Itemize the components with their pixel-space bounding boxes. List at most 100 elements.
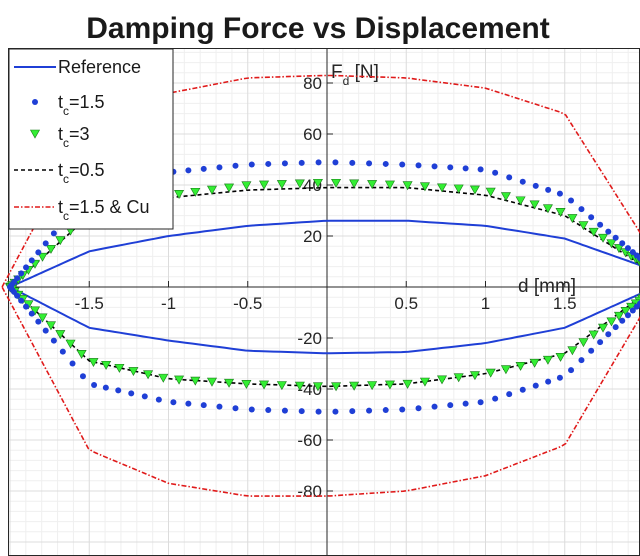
data-point — [382, 407, 389, 414]
x-tick-label: -1 — [161, 294, 176, 313]
data-point — [519, 178, 526, 185]
data-point — [367, 381, 378, 391]
data-point — [248, 161, 255, 168]
data-point — [598, 233, 609, 243]
data-point — [419, 377, 430, 387]
data-point — [492, 169, 499, 176]
data-point — [436, 183, 448, 193]
data-point — [542, 204, 553, 214]
legend: Reference tc=1.5 tc=3 tc=0.5 tc=1.5 & Cu — [8, 48, 174, 230]
data-point — [578, 338, 589, 348]
y-tick-label: -80 — [297, 482, 322, 501]
data-point — [349, 179, 360, 189]
y-axis-label-sub: d — [343, 74, 350, 88]
data-point — [469, 185, 480, 195]
data-point — [542, 355, 553, 365]
data-point — [597, 339, 604, 346]
data-point — [248, 406, 255, 413]
data-point — [349, 408, 356, 415]
data-point — [402, 181, 413, 191]
data-point — [79, 373, 86, 380]
x-tick-label: -0.5 — [233, 294, 262, 313]
data-point — [529, 200, 540, 210]
data-point — [598, 323, 609, 333]
data-point — [312, 178, 323, 188]
data-point — [612, 234, 619, 241]
data-point — [241, 380, 252, 389]
data-point — [578, 221, 589, 231]
data-point — [588, 330, 599, 340]
data-point — [624, 312, 631, 319]
data-point — [158, 373, 169, 383]
data-point — [624, 245, 631, 252]
data-point — [332, 159, 339, 166]
legend-label: tc=3 — [58, 124, 90, 150]
data-point — [42, 327, 49, 334]
data-point — [532, 382, 539, 389]
data-point — [606, 317, 617, 327]
data-point — [55, 330, 66, 340]
data-point — [436, 375, 448, 385]
data-point — [529, 358, 540, 368]
data-point — [567, 214, 578, 224]
data-point — [185, 400, 192, 407]
data-point — [114, 363, 125, 373]
data-point — [515, 362, 526, 371]
data-point — [506, 174, 513, 181]
chart-title: Damping Force vs Displacement — [86, 12, 549, 45]
y-tick-label: 60 — [303, 125, 322, 144]
data-point — [91, 381, 98, 388]
data-point — [588, 214, 595, 221]
y-tick-label: 80 — [303, 74, 322, 93]
data-point — [76, 350, 87, 359]
data-point — [28, 257, 35, 264]
y-axis-label: Fd [N] — [331, 62, 379, 88]
data-point — [597, 221, 604, 228]
data-point — [629, 249, 636, 256]
data-point — [232, 162, 239, 169]
data-point — [18, 270, 25, 277]
data-point — [500, 192, 511, 202]
data-point — [265, 160, 272, 167]
data-point — [50, 337, 57, 344]
data-point — [23, 303, 30, 310]
data-point — [259, 180, 270, 190]
data-point — [485, 368, 496, 378]
axis-labels: d [mm] Fd [N] — [331, 62, 576, 297]
data-point — [613, 311, 625, 321]
data-point — [294, 381, 305, 391]
data-point — [35, 249, 42, 256]
data-point — [128, 390, 135, 397]
data-point — [500, 365, 511, 375]
data-point — [606, 239, 617, 249]
data-point — [281, 160, 288, 167]
data-point — [45, 321, 56, 331]
legend-swatch — [29, 129, 41, 139]
data-point — [485, 187, 496, 197]
data-point — [402, 379, 413, 389]
data-point — [477, 399, 484, 406]
data-point — [331, 178, 342, 188]
legend-entry: tc=1.5 — [32, 92, 105, 118]
legend-entry: tc=3 — [29, 124, 90, 150]
data-point — [619, 317, 626, 324]
y-tick-label: 20 — [303, 227, 322, 246]
data-point — [7, 284, 14, 291]
data-point — [462, 400, 469, 407]
x-tick-label: 1.5 — [553, 294, 577, 313]
data-point — [200, 165, 207, 172]
data-point — [42, 240, 49, 247]
data-point — [366, 160, 373, 167]
data-point — [453, 184, 464, 194]
data-point — [567, 346, 578, 356]
data-point — [18, 297, 25, 304]
data-point — [532, 182, 539, 189]
data-point — [315, 159, 322, 166]
legend-swatch — [32, 99, 38, 105]
data-point — [23, 264, 30, 271]
data-point — [556, 374, 563, 381]
data-point — [431, 163, 438, 170]
series-line — [9, 219, 640, 355]
data-point — [447, 164, 454, 171]
data-point — [50, 230, 57, 237]
